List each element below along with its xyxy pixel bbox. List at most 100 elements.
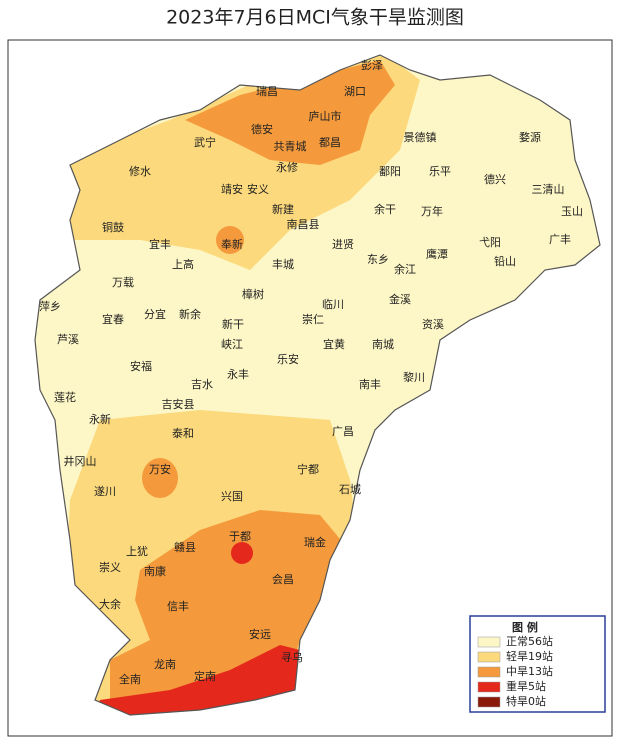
place-label: 奉新 — [221, 237, 243, 251]
place-label: 吉水 — [191, 378, 213, 391]
place-label: 永丰 — [227, 367, 249, 381]
place-label: 德安 — [251, 122, 273, 136]
place-label: 芦溪 — [57, 333, 79, 346]
place-label: 全南 — [119, 672, 141, 686]
severe-drought-spot — [231, 542, 253, 564]
place-label: 余干 — [374, 202, 396, 216]
place-label: 瑞昌 — [256, 84, 278, 98]
legend-label: 中旱13站 — [506, 664, 553, 678]
place-label: 鹰潭 — [426, 247, 448, 261]
place-label: 上高 — [172, 257, 194, 271]
place-label: 靖安 — [221, 182, 243, 196]
place-label: 金溪 — [389, 292, 411, 306]
place-label: 上犹 — [126, 545, 148, 558]
place-label: 安福 — [130, 359, 152, 373]
place-label: 莲花 — [54, 391, 76, 404]
place-label: 武宁 — [194, 135, 216, 149]
legend-label: 正常56站 — [506, 634, 553, 648]
place-label: 南丰 — [359, 378, 381, 391]
legend-swatch — [477, 666, 501, 678]
place-label: 共青城 — [274, 140, 307, 153]
place-label: 宁都 — [297, 462, 319, 476]
place-label: 崇仁 — [302, 313, 324, 326]
place-label: 铅山 — [494, 254, 516, 268]
legend-swatch — [477, 681, 501, 693]
place-label: 玉山 — [561, 205, 583, 218]
place-label: 庐山市 — [309, 109, 342, 123]
place-label: 于都 — [229, 530, 251, 543]
place-label: 乐安 — [277, 352, 299, 366]
legend-label: 轻旱19站 — [506, 649, 553, 663]
place-label: 萍乡 — [39, 300, 61, 313]
moderate-drought-spot — [142, 458, 178, 498]
place-label: 遂川 — [94, 484, 116, 498]
place-label: 大余 — [99, 597, 121, 611]
place-label: 进贤 — [332, 238, 354, 251]
place-label: 丰城 — [272, 258, 294, 271]
place-label: 德兴 — [484, 172, 506, 186]
place-label: 资溪 — [422, 318, 444, 331]
legend-swatch — [477, 636, 501, 648]
place-label: 赣县 — [174, 540, 196, 554]
place-label: 婺源 — [519, 130, 541, 144]
place-label: 乐平 — [429, 165, 451, 178]
place-label: 定南 — [194, 669, 216, 683]
legend-label: 特旱0站 — [506, 694, 546, 708]
place-label: 铜鼓 — [102, 220, 124, 234]
place-label: 弋阳 — [479, 236, 501, 249]
place-label: 南城 — [372, 338, 394, 351]
place-label: 修水 — [129, 164, 151, 178]
place-label: 分宜 — [144, 307, 166, 321]
place-label: 新建 — [272, 202, 294, 216]
place-label: 万年 — [421, 204, 443, 218]
place-label: 临川 — [322, 297, 344, 311]
place-label: 兴国 — [221, 490, 243, 503]
place-label: 新余 — [179, 307, 201, 321]
place-label: 井冈山 — [64, 454, 97, 468]
place-label: 南昌县 — [287, 218, 320, 231]
place-label: 会昌 — [272, 573, 294, 586]
place-label: 崇义 — [99, 561, 121, 574]
place-label: 安义 — [247, 182, 269, 196]
place-label: 广昌 — [332, 425, 354, 438]
place-label: 三清山 — [532, 183, 565, 196]
place-label: 宜春 — [102, 312, 124, 326]
place-label: 余江 — [394, 262, 416, 276]
place-label: 鄱阳 — [379, 165, 401, 178]
place-label: 安远 — [249, 627, 271, 641]
legend-swatch — [477, 696, 501, 708]
place-label: 新干 — [222, 317, 244, 331]
place-label: 万载 — [112, 276, 134, 289]
place-label: 永修 — [276, 160, 298, 174]
place-label: 黎川 — [403, 370, 425, 384]
place-label: 宜黄 — [323, 337, 345, 351]
legend-box — [469, 615, 606, 713]
place-label: 万安 — [149, 462, 171, 476]
place-label: 永新 — [89, 412, 111, 426]
moderate-drought-north — [185, 60, 395, 165]
place-label: 樟树 — [242, 287, 264, 301]
place-label: 信丰 — [167, 600, 189, 613]
place-label: 石城 — [339, 483, 361, 496]
place-label: 泰和 — [172, 426, 194, 440]
place-label: 峡江 — [221, 337, 243, 351]
place-label: 南康 — [144, 564, 166, 578]
place-label: 宜丰 — [149, 237, 171, 251]
legend-swatch — [477, 651, 501, 663]
place-label: 湖口 — [344, 85, 366, 98]
place-label: 寻乌 — [281, 650, 303, 664]
legend-title: 图 例 — [512, 620, 538, 634]
place-label: 瑞金 — [304, 535, 326, 549]
place-label: 广丰 — [549, 233, 571, 246]
place-label: 吉安县 — [162, 397, 195, 411]
place-label: 都昌 — [319, 136, 341, 149]
place-label: 龙南 — [154, 658, 176, 671]
place-label: 东乡 — [367, 253, 389, 266]
place-label: 景德镇 — [404, 130, 437, 144]
map-title: 2023年7月6日MCI气象干旱监测图 — [166, 7, 464, 29]
legend-label: 重旱5站 — [506, 679, 546, 693]
moderate-drought-spot — [216, 226, 244, 254]
place-label: 彭泽 — [361, 58, 383, 72]
